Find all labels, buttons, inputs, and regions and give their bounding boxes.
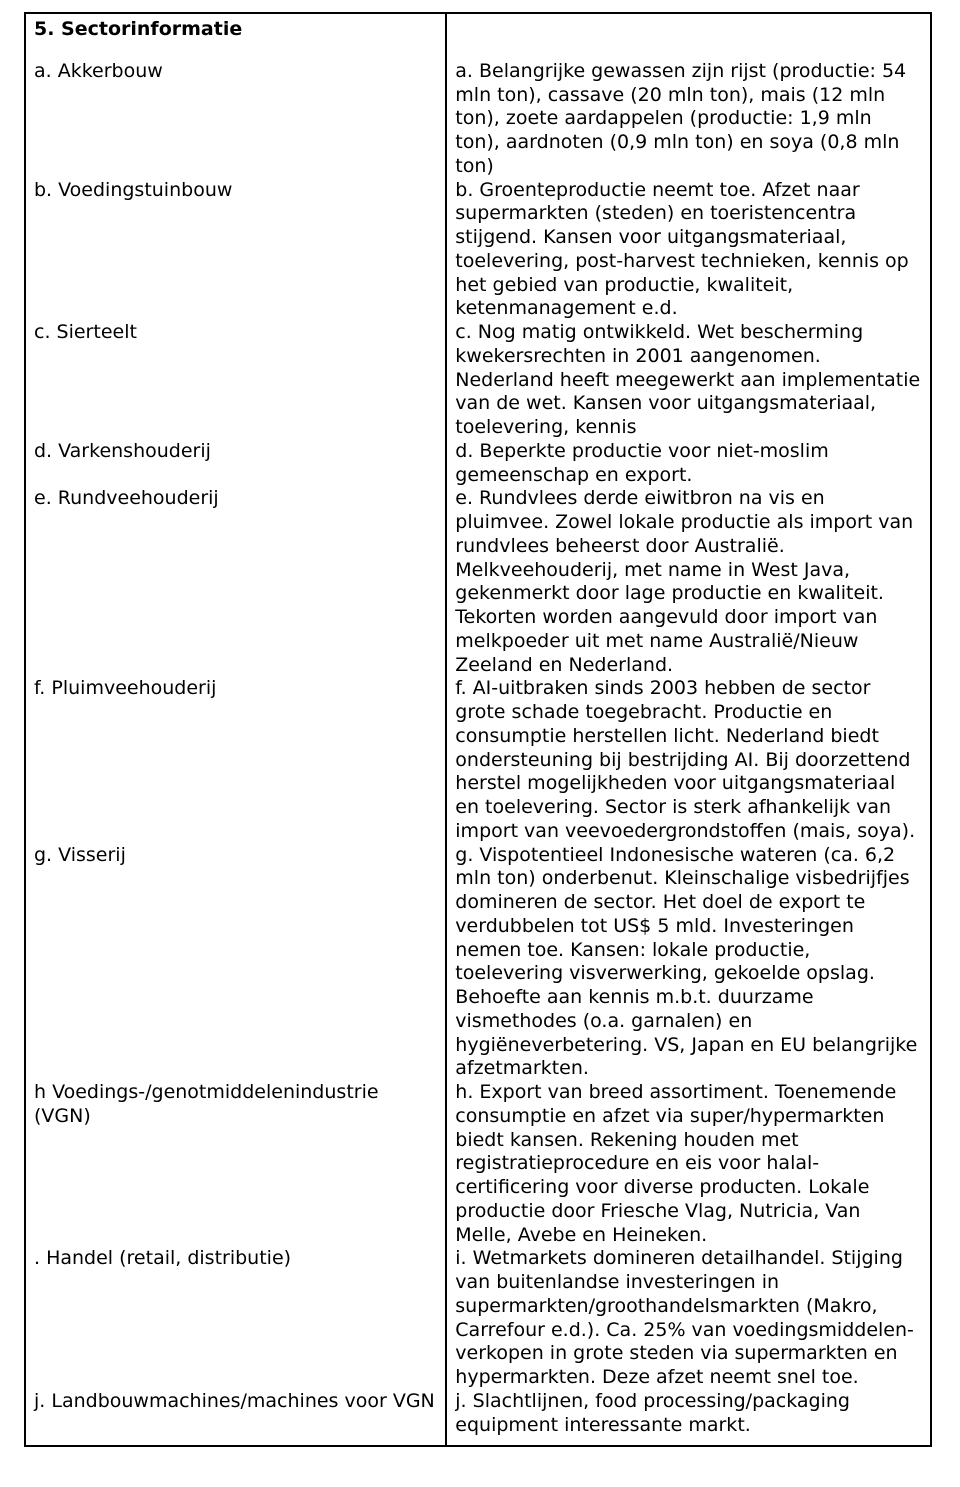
- sector-text-body: h. Export van breed assortiment. Toeneme…: [455, 1081, 896, 1246]
- sector-text-body: i. Wetmarkets domineren detailhandel. St…: [455, 1247, 914, 1388]
- sector-label-text: h Voedings-/genotmiddelenindustrie (VGN): [34, 1081, 379, 1127]
- sector-text-body: a. Belangrijke gewassen zijn rijst (prod…: [455, 60, 906, 177]
- sector-label-text: f. Pluimveehouderij: [34, 677, 216, 699]
- sector-table: 5. Sectorinformatie a. Akkerbouw b. Voedi…: [24, 12, 932, 1447]
- sector-label: g. Visserij: [34, 844, 437, 1082]
- sector-label-text: b. Voedingstuinbouw: [34, 179, 232, 201]
- section-heading: 5. Sectorinformatie: [34, 18, 437, 42]
- sector-label-text: c. Sierteelt: [34, 321, 137, 343]
- sector-label-text: e. Rundveehouderij: [34, 487, 219, 509]
- right-heading-spacer: [455, 18, 922, 60]
- sector-text: a. Belangrijke gewassen zijn rijst (prod…: [455, 60, 922, 179]
- sector-text-body: j. Slachtlijnen, food processing/packagi…: [455, 1390, 850, 1436]
- sector-text: d. Beperkte productie voor niet-moslim g…: [455, 440, 922, 488]
- sector-label: d. Varkenshouderij: [34, 440, 437, 488]
- sector-text: g. Vispotentieel Indonesische wateren (c…: [455, 844, 922, 1082]
- page: 5. Sectorinformatie a. Akkerbouw b. Voedi…: [0, 0, 960, 1487]
- sector-label-text: . Handel (retail, distributie): [34, 1247, 291, 1269]
- sector-text-body: b. Groenteproductie neemt toe. Afzet naa…: [455, 179, 908, 320]
- sector-text-body: g. Vispotentieel Indonesische wateren (c…: [455, 844, 917, 1080]
- sector-label-text: d. Varkenshouderij: [34, 440, 211, 462]
- sector-label: c. Sierteelt: [34, 321, 437, 440]
- sector-text: c. Nog matig ontwikkeld. Wet bescherming…: [455, 321, 922, 440]
- sector-text: h. Export van breed assortiment. Toeneme…: [455, 1081, 922, 1247]
- sector-text-body: c. Nog matig ontwikkeld. Wet bescherming…: [455, 321, 920, 438]
- sector-label: f. Pluimveehouderij: [34, 677, 437, 843]
- sector-label-text: j. Landbouwmachines/machines voor VGN: [34, 1390, 435, 1412]
- sector-text: b. Groenteproductie neemt toe. Afzet naa…: [455, 179, 922, 322]
- sector-label-text: a. Akkerbouw: [34, 60, 163, 82]
- sector-text: i. Wetmarkets domineren detailhandel. St…: [455, 1247, 922, 1390]
- left-label-stack: a. Akkerbouw b. Voedingstuinbouw c. Sierte…: [34, 60, 437, 1438]
- sector-label: j. Landbouwmachines/machines voor VGN: [34, 1390, 437, 1438]
- sector-label: a. Akkerbouw: [34, 60, 437, 179]
- sector-text-body: f. AI-uitbraken sinds 2003 hebben de sec…: [455, 677, 915, 842]
- right-cell: a. Belangrijke gewassen zijn rijst (prod…: [446, 13, 931, 1446]
- sector-text: j. Slachtlijnen, food processing/packagi…: [455, 1390, 922, 1438]
- sector-text-body: d. Beperkte productie voor niet-moslim g…: [455, 440, 828, 486]
- left-cell: 5. Sectorinformatie a. Akkerbouw b. Voedi…: [25, 13, 446, 1446]
- right-text-stack: a. Belangrijke gewassen zijn rijst (prod…: [455, 60, 922, 1438]
- sector-text-body: e. Rundvlees derde eiwitbron na vis en p…: [455, 487, 913, 675]
- sector-text: f. AI-uitbraken sinds 2003 hebben de sec…: [455, 677, 922, 843]
- sector-label: h Voedings-/genotmiddelenindustrie (VGN): [34, 1081, 437, 1247]
- sector-text: e. Rundvlees derde eiwitbron na vis en p…: [455, 487, 922, 677]
- sector-label: . Handel (retail, distributie): [34, 1247, 437, 1390]
- sector-label-text: g. Visserij: [34, 844, 126, 866]
- sector-label: e. Rundveehouderij: [34, 487, 437, 677]
- sector-label: b. Voedingstuinbouw: [34, 179, 437, 322]
- table-row: 5. Sectorinformatie a. Akkerbouw b. Voedi…: [25, 13, 931, 1446]
